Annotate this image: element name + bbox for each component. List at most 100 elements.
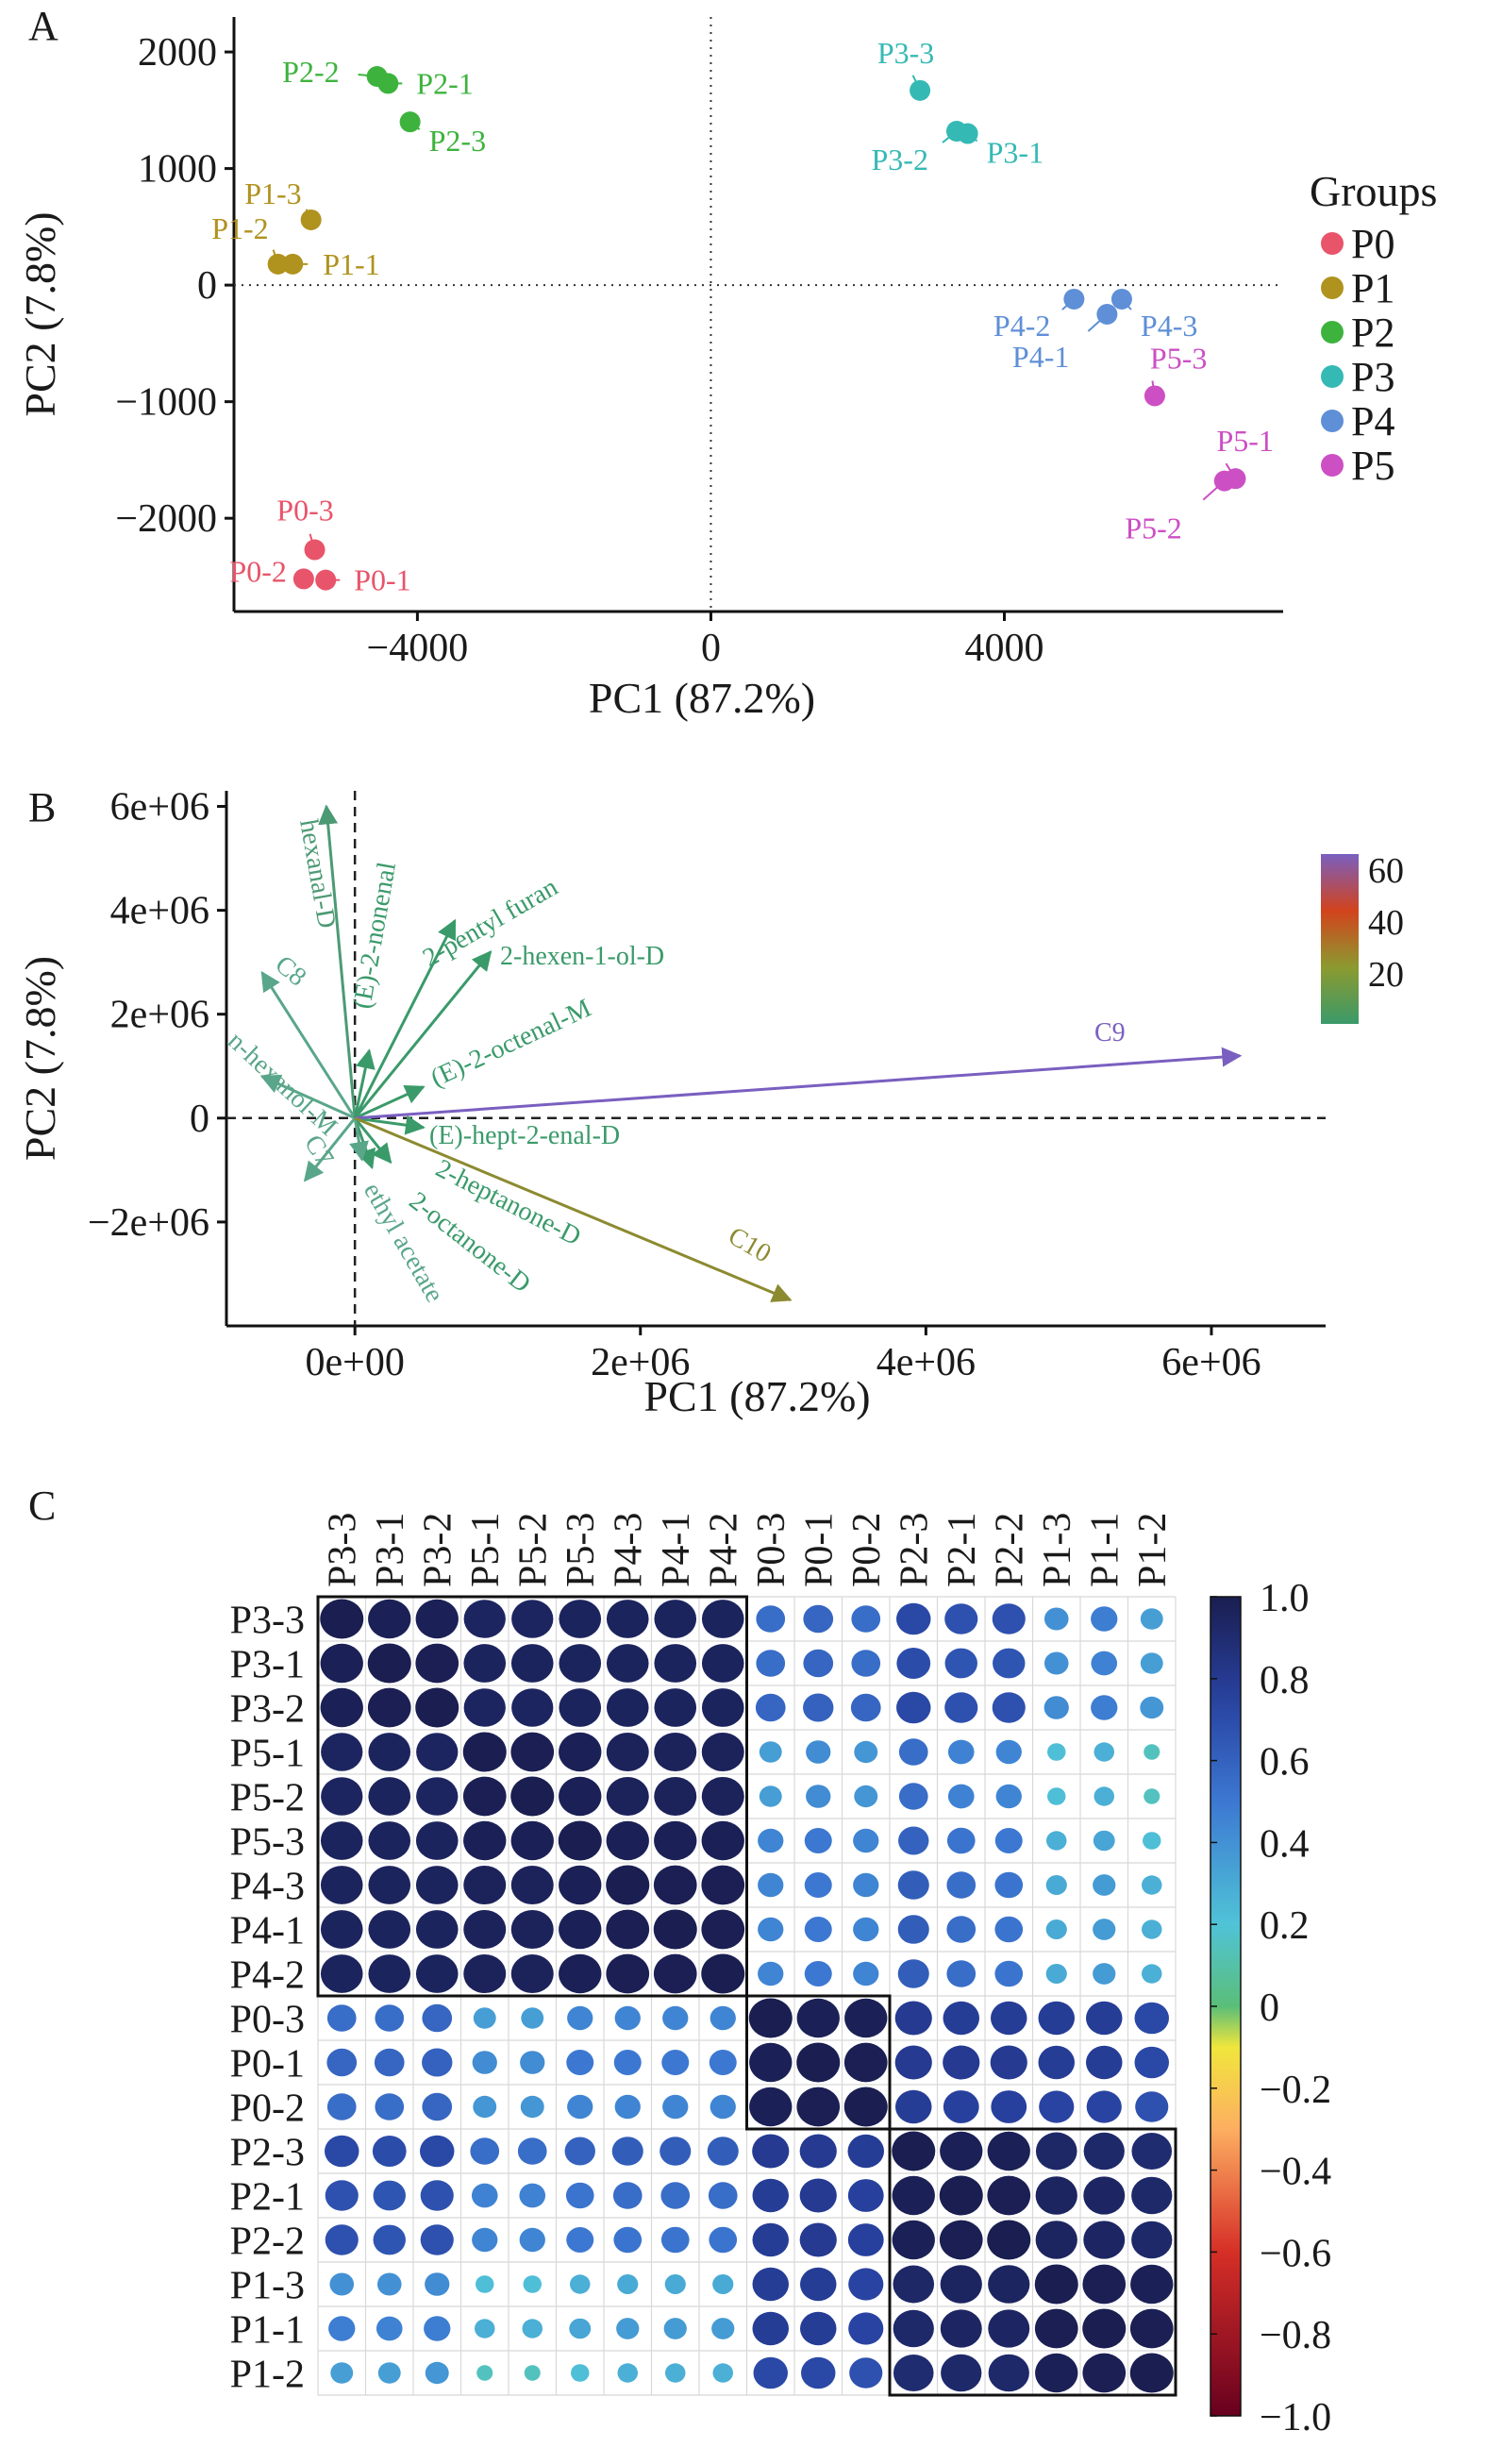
correlation-cell <box>375 2093 405 2120</box>
correlation-cell <box>710 2094 736 2120</box>
correlation-cell <box>893 2309 934 2348</box>
correlation-cell <box>994 1960 1024 1987</box>
correlation-cell <box>424 2316 451 2341</box>
column-label: P1-2 <box>1131 1513 1175 1587</box>
correlation-cell <box>510 1909 554 1950</box>
colorbar-tick-label: −0.6 <box>1260 2232 1331 2275</box>
correlation-cell <box>947 1784 975 1809</box>
loading-arrow <box>354 1116 392 1165</box>
correlation-cell <box>701 1688 744 1727</box>
correlation-cell <box>1038 2045 1076 2080</box>
correlation-cell <box>422 2003 453 2033</box>
column-label: P5-2 <box>511 1513 555 1587</box>
legend-swatch <box>1321 454 1344 477</box>
correlation-cell <box>990 2001 1027 2036</box>
legend-label: P4 <box>1351 398 1394 444</box>
correlation-cell <box>987 2131 1030 2171</box>
correlation-cell <box>617 2274 639 2294</box>
correlation-cell <box>510 1732 555 1772</box>
correlation-cell <box>415 1687 459 1728</box>
correlation-cell <box>799 2178 837 2213</box>
score-point <box>300 209 322 230</box>
correlation-cell <box>1141 1964 1162 1984</box>
correlation-cell <box>851 1650 881 1677</box>
correlation-cell <box>993 1648 1026 1679</box>
correlation-cell <box>994 1828 1023 1853</box>
correlation-cell <box>796 2087 841 2127</box>
correlation-cell <box>321 1733 363 1771</box>
correlation-cell <box>853 1961 879 1986</box>
y-tick-label: −2e+06 <box>88 1201 209 1245</box>
correlation-cell <box>571 2364 590 2382</box>
correlation-cell <box>941 2354 982 2392</box>
correlation-cell <box>803 1604 834 1634</box>
score-point <box>1213 470 1235 492</box>
correlation-cell <box>416 1777 459 1816</box>
correlation-cell <box>1047 1787 1066 1805</box>
correlation-cell <box>606 1600 649 1638</box>
y-axis-title: PC2 (7.8%) <box>16 211 64 416</box>
correlation-cell <box>320 1643 363 1684</box>
correlation-cell <box>1131 2133 1173 2170</box>
colorbar-tick-label: 0.6 <box>1260 1741 1310 1785</box>
correlation-cell <box>524 2365 541 2381</box>
correlation-cell <box>1034 2264 1078 2305</box>
correlation-cell <box>415 1910 459 1949</box>
panel-letter: B <box>28 784 56 830</box>
correlation-cell <box>847 2134 885 2169</box>
correlation-cell <box>991 2090 1027 2123</box>
score-point <box>292 568 314 590</box>
colorbar-tick-label: 0.4 <box>1260 1822 1310 1866</box>
correlation-cell <box>326 2004 357 2032</box>
correlation-cell <box>1134 2002 1169 2035</box>
correlation-cell <box>473 2007 496 2029</box>
correlation-cell <box>463 1909 507 1950</box>
correlation-cell <box>606 1820 649 1861</box>
point-label: P4-3 <box>1141 309 1197 343</box>
correlation-cell <box>749 2042 793 2083</box>
correlation-cell <box>420 2224 454 2255</box>
point-label: P5-2 <box>1125 511 1181 545</box>
correlation-cell <box>653 1909 697 1950</box>
loading-label: (E)-hept-2-enal-D <box>429 1121 620 1150</box>
point-label: P2-1 <box>416 66 473 100</box>
correlation-cell <box>565 2182 594 2209</box>
loading-arrow <box>349 1117 369 1162</box>
pca-loading-biplot: B 0e+00 2e+06 4e+06 6e+06 6e+06 4e+06 2e+06 0 −2e… <box>16 784 1404 1420</box>
correlation-cell <box>853 1828 879 1853</box>
correlation-cell <box>368 1777 411 1816</box>
correlation-cell <box>701 1776 744 1817</box>
correlation-cell <box>368 1954 411 1993</box>
row-label: P1-2 <box>230 2354 305 2397</box>
correlation-cell <box>470 2137 500 2165</box>
correlation-cell <box>897 1870 929 1900</box>
correlation-cell <box>367 1687 411 1728</box>
score-point <box>267 253 289 275</box>
correlation-cell <box>1085 2001 1123 2036</box>
correlation-cell <box>944 1603 978 1634</box>
correlation-cell <box>613 2050 642 2075</box>
correlation-cell <box>320 1866 363 1904</box>
correlation-cell <box>660 2182 691 2209</box>
correlation-cell <box>415 1866 459 1904</box>
correlation-cell <box>1091 1651 1118 1676</box>
correlation-cell <box>1082 2308 1127 2349</box>
correlation-cell <box>806 1785 831 1808</box>
point-label: P5-1 <box>1216 424 1273 458</box>
row-label: P2-2 <box>230 2221 305 2264</box>
correlation-cell <box>708 2182 738 2209</box>
correlation-cell <box>559 1688 602 1727</box>
column-label: P5-1 <box>464 1513 508 1587</box>
loading-label: (E)-2-octenal-M <box>426 994 595 1094</box>
correlation-cell <box>1094 1786 1115 1806</box>
point-label: P1-2 <box>211 211 268 245</box>
correlation-cell <box>374 2048 405 2077</box>
correlation-cell <box>753 2356 788 2389</box>
legend-label: P1 <box>1351 265 1394 311</box>
correlation-cell <box>756 1605 786 1633</box>
correlation-cell <box>1141 1875 1162 1895</box>
loading-label: 2-hexen-1-ol-D <box>500 942 664 971</box>
column-label: P2-2 <box>988 1513 1031 1587</box>
correlation-cell <box>567 2005 593 2031</box>
point-label: P1-3 <box>244 176 301 210</box>
